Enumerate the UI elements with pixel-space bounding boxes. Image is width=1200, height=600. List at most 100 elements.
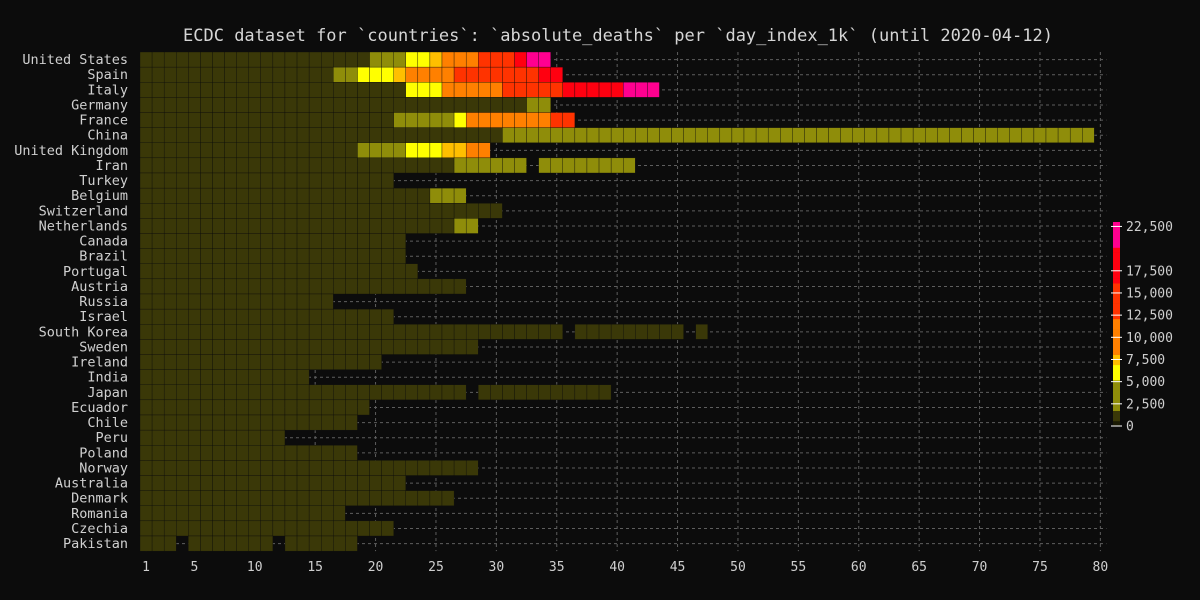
- heatmap-cell: [176, 112, 189, 128]
- heatmap-cell: [333, 414, 346, 431]
- heatmap-cell: [151, 248, 165, 264]
- heatmap-cell: [163, 218, 177, 234]
- heatmap-cell: [369, 384, 382, 401]
- colorbar-tick-label: 12,500: [1126, 309, 1173, 324]
- heatmap-cell: [176, 324, 189, 340]
- heatmap-cell: [405, 142, 419, 159]
- heatmap-cell: [296, 172, 310, 189]
- heatmap-cell: [393, 66, 406, 83]
- heatmap-cell: [212, 445, 225, 461]
- heatmap-cell: [248, 535, 261, 552]
- y-tick-label: Sweden: [79, 339, 128, 355]
- heatmap-cell: [224, 535, 237, 552]
- heatmap-cell: [381, 490, 394, 506]
- heatmap-cell: [224, 127, 237, 143]
- heatmap-cell: [284, 460, 298, 476]
- heatmap-cell: [333, 490, 346, 506]
- heatmap-cell: [333, 520, 346, 537]
- heatmap-cell: [176, 490, 189, 506]
- heatmap-cell: [369, 157, 382, 174]
- heatmap-cell: [333, 248, 346, 264]
- heatmap-cell: [188, 308, 201, 325]
- heatmap-cell: [272, 384, 286, 401]
- heatmap-cell: [163, 460, 177, 476]
- heatmap-cell: [357, 218, 370, 234]
- heatmap-cell: [985, 127, 998, 143]
- heatmap-cell: [321, 112, 334, 128]
- heatmap-cell: [441, 97, 455, 113]
- heatmap-cell: [151, 354, 165, 370]
- heatmap-cell: [441, 127, 455, 143]
- heatmap-cell: [163, 293, 177, 310]
- heatmap-cell: [284, 233, 298, 249]
- heatmap-cell: [381, 157, 394, 174]
- heatmap-cell: [453, 384, 467, 401]
- heatmap-cell: [176, 248, 189, 264]
- heatmap-cell: [284, 172, 298, 189]
- heatmap-cell: [333, 399, 346, 416]
- heatmap-cell: [453, 112, 467, 128]
- heatmap-cell: [151, 172, 165, 189]
- heatmap-cell: [345, 520, 358, 537]
- heatmap-cell: [429, 66, 443, 83]
- heatmap-cell: [345, 82, 358, 98]
- heatmap-cell: [550, 127, 563, 143]
- heatmap-cell: [163, 51, 177, 68]
- heatmap-cell: [212, 263, 225, 280]
- heatmap-cell: [308, 505, 322, 522]
- heatmap-cell: [260, 263, 274, 280]
- heatmap-cell: [139, 187, 153, 204]
- heatmap-cell: [1045, 127, 1059, 143]
- heatmap-cell: [188, 414, 201, 431]
- heatmap-cell: [345, 490, 358, 506]
- heatmap-cell: [284, 520, 298, 537]
- heatmap-cell: [429, 339, 443, 355]
- heatmap-cell: [308, 263, 322, 280]
- heatmap-cell: [357, 490, 370, 506]
- heatmap-cell: [562, 127, 576, 143]
- heatmap-cell: [296, 233, 310, 249]
- heatmap-cell: [417, 187, 431, 204]
- heatmap-cell: [284, 157, 298, 174]
- heatmap-cell: [490, 324, 503, 340]
- heatmap-cell: [345, 157, 358, 174]
- heatmap-cell: [623, 82, 636, 98]
- heatmap-cell: [393, 112, 406, 128]
- heatmap-cell: [260, 475, 274, 491]
- heatmap-cell: [163, 505, 177, 522]
- heatmap-cell: [937, 127, 950, 143]
- y-tick-label: France: [79, 113, 128, 129]
- heatmap-cell: [1033, 127, 1047, 143]
- heatmap-cell: [151, 157, 165, 174]
- heatmap-cell: [900, 127, 914, 143]
- heatmap-cell: [478, 157, 491, 174]
- heatmap-cell: [441, 460, 455, 476]
- heatmap-cell: [248, 66, 261, 83]
- heatmap-cell: [405, 263, 419, 280]
- heatmap-cell: [151, 97, 165, 113]
- heatmap-cell: [260, 490, 274, 506]
- heatmap-cell: [212, 293, 225, 310]
- heatmap-cell: [248, 142, 261, 159]
- heatmap-cell: [139, 248, 153, 264]
- heatmap-cell: [284, 414, 298, 431]
- heatmap-cell: [139, 263, 153, 280]
- heatmap-cell: [260, 535, 274, 552]
- colorbar-segment: [1113, 298, 1120, 304]
- heatmap-cell: [381, 248, 394, 264]
- heatmap-cell: [1082, 127, 1095, 143]
- heatmap-cell: [296, 142, 310, 159]
- chart-title: ECDC dataset for `countries`: `absolute_…: [183, 26, 1053, 46]
- heatmap-cell: [224, 490, 237, 506]
- y-tick-label: China: [87, 128, 128, 144]
- colorbar-segment: [1113, 354, 1120, 360]
- colorbar-segment: [1113, 313, 1120, 320]
- heatmap-cell: [212, 535, 225, 552]
- y-tick-label: Ireland: [71, 355, 128, 371]
- heatmap-cell: [393, 324, 406, 340]
- heatmap-cell: [550, 112, 563, 128]
- heatmap-cell: [188, 354, 201, 370]
- heatmap-cell: [176, 505, 189, 522]
- heatmap-cell: [308, 187, 322, 204]
- heatmap-cell: [357, 142, 370, 159]
